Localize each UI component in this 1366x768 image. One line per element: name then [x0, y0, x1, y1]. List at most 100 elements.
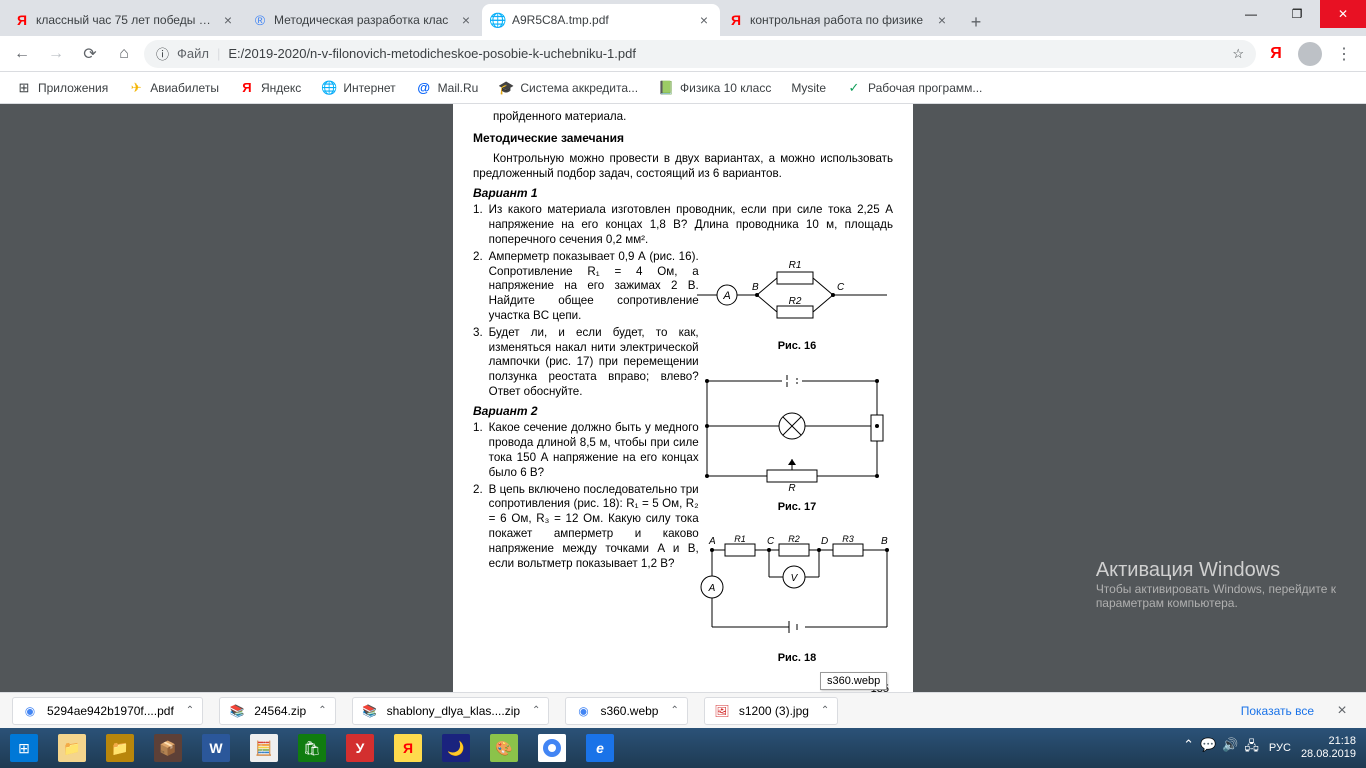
address-bar[interactable]: ⓘ Файл | E:/2019-2020/n-v-filonovich-met… [144, 40, 1256, 68]
action-center-icon[interactable]: 💬 [1200, 737, 1216, 759]
show-all-downloads-button[interactable]: Показать все [1241, 704, 1314, 718]
chevron-up-icon[interactable]: ⌃ [821, 705, 829, 716]
site-info-icon[interactable]: ⓘ [156, 44, 169, 63]
stellarium-icon: 🌙 [442, 734, 470, 762]
download-item[interactable]: 📚24564.zip⌃ [219, 697, 335, 725]
bookmark-fizika[interactable]: 📗Физика 10 класс [650, 76, 779, 100]
taskbar-app[interactable]: 🌙 [432, 728, 480, 768]
tab-4[interactable]: Я контрольная работа по физике × [720, 4, 958, 36]
pdf-viewport[interactable]: пройденного материала. Методические заме… [0, 104, 1366, 700]
taskbar-app[interactable]: У [336, 728, 384, 768]
profile-button[interactable] [1296, 40, 1324, 68]
fig18-label: Рис. 18 [697, 651, 897, 665]
tab-2[interactable]: ® Методическая разработка клас × [244, 4, 482, 36]
volume-icon[interactable]: 🔊 [1222, 737, 1238, 759]
download-item[interactable]: 🖼s1200 (3).jpg⌃ [704, 697, 838, 725]
start-button[interactable]: ⊞ [0, 728, 48, 768]
bookmark-star-icon[interactable]: ☆ [1232, 46, 1244, 62]
taskbar-app[interactable]: 📁 [48, 728, 96, 768]
watermark-title: Активация Windows [1096, 559, 1336, 582]
figure-16: A B R1 R2 C Рис. 16 [697, 260, 897, 353]
close-icon[interactable]: × [934, 12, 950, 28]
taskbar-app[interactable]: 🧮 [240, 728, 288, 768]
tray-icons[interactable]: ⌃ 💬 🔊 🖧 [1183, 737, 1259, 759]
tab-1[interactable]: Я классный час 75 лет победы в в × [6, 4, 244, 36]
forward-button[interactable]: → [42, 40, 70, 68]
bookmark-apps[interactable]: ⊞Приложения [8, 76, 116, 100]
network-icon[interactable]: 🖧 [1244, 737, 1259, 759]
taskbar-app[interactable]: 📦 [144, 728, 192, 768]
tab-3-active[interactable]: 🌐 A9R5C8A.tmp.pdf × [482, 4, 720, 36]
svg-text:B: B [881, 536, 888, 547]
language-indicator[interactable]: РУС [1269, 742, 1291, 754]
apps-icon: ⊞ [16, 80, 32, 96]
bookmark-aviabilety[interactable]: ✈Авиабилеты [120, 76, 227, 100]
close-icon[interactable]: × [458, 12, 474, 28]
system-tray[interactable]: ⌃ 💬 🔊 🖧 РУС 21:18 28.08.2019 [1183, 735, 1366, 761]
ie-icon: e [586, 734, 614, 762]
reload-button[interactable]: ⟳ [76, 40, 104, 68]
bookmark-label: Интернет [343, 81, 395, 95]
download-name: s360.webp [600, 704, 658, 718]
variant1-title: Вариант 1 [473, 186, 893, 201]
fig17-label: Рис. 17 [697, 500, 897, 514]
chevron-up-icon[interactable]: ⌃ [186, 705, 194, 716]
figure-18: A C D B R1 R2 R3 V [697, 532, 897, 665]
bookmark-label: Физика 10 класс [680, 81, 771, 95]
bookmark-akkredit[interactable]: 🎓 Система аккредита... [490, 76, 646, 100]
bookmark-program[interactable]: ✓Рабочая программ... [838, 76, 990, 100]
bookmark-label: Система аккредита... [520, 81, 638, 95]
doc-heading: Методические замечания [473, 131, 893, 146]
tab-title: A9R5C8A.tmp.pdf [512, 13, 690, 27]
chevron-up-icon[interactable]: ⌃ [318, 705, 326, 716]
download-item[interactable]: 📚shablony_dlya_klas....zip⌃ [352, 697, 550, 725]
download-name: s1200 (3).jpg [739, 704, 809, 718]
menu-button[interactable]: ⋮ [1330, 40, 1358, 68]
bookmarks-bar: ⊞Приложения ✈Авиабилеты ЯЯндекс 🌐Интерне… [0, 72, 1366, 104]
close-icon[interactable]: × [220, 12, 236, 28]
taskbar-app[interactable]: 🛍 [288, 728, 336, 768]
clock-time: 21:18 [1301, 735, 1356, 748]
explorer-icon: 📁 [58, 734, 86, 762]
clock[interactable]: 21:18 28.08.2019 [1301, 735, 1356, 761]
bookmark-yandex[interactable]: ЯЯндекс [231, 76, 309, 100]
download-name: 24564.zip [254, 704, 306, 718]
svg-text:C: C [837, 282, 845, 293]
close-shelf-button[interactable]: × [1330, 699, 1354, 723]
tab-strip: Я классный час 75 лет победы в в × ® Мет… [0, 0, 1366, 36]
windows-icon: ⊞ [10, 734, 38, 762]
tray-chevron-icon[interactable]: ⌃ [1183, 737, 1194, 759]
close-window-button[interactable]: ✕ [1320, 0, 1366, 28]
taskbar-app[interactable]: W [192, 728, 240, 768]
download-item[interactable]: ◉5294ae942b1970f....pdf⌃ [12, 697, 203, 725]
bookmark-mailru[interactable]: @Mail.Ru [408, 76, 487, 100]
close-icon[interactable]: × [696, 12, 712, 28]
yandex-extension-icon[interactable]: Я [1262, 40, 1290, 68]
taskbar-app[interactable]: e [576, 728, 624, 768]
bookmark-mysite[interactable]: Mysite [783, 77, 834, 99]
download-item[interactable]: ◉s360.webp⌃ [565, 697, 687, 725]
svg-text:R1: R1 [734, 534, 746, 544]
grad-icon: 🎓 [498, 80, 514, 96]
chevron-up-icon[interactable]: ⌃ [670, 705, 678, 716]
minimize-button[interactable]: — [1228, 0, 1274, 28]
bookmark-label: Mail.Ru [438, 81, 479, 95]
bookmark-label: Авиабилеты [150, 81, 219, 95]
back-button[interactable]: ← [8, 40, 36, 68]
figure-17: R Рис. 17 [697, 371, 897, 514]
svg-text:R1: R1 [789, 260, 802, 271]
taskbar-app[interactable]: 🎨 [480, 728, 528, 768]
new-tab-button[interactable]: + [962, 8, 990, 36]
yandex-icon: Я [239, 80, 255, 96]
chevron-up-icon[interactable]: ⌃ [532, 705, 540, 716]
bookmark-label: Mysite [791, 81, 826, 95]
taskbar-app[interactable]: Я [384, 728, 432, 768]
taskbar-app[interactable]: 📁 [96, 728, 144, 768]
taskbar-app[interactable] [528, 728, 576, 768]
folder-icon: 📁 [106, 734, 134, 762]
maximize-button[interactable]: ❐ [1274, 0, 1320, 28]
home-button[interactable]: ⌂ [110, 40, 138, 68]
tab-favicon-yandex-icon: Я [728, 12, 744, 28]
bookmark-internet[interactable]: 🌐Интернет [313, 76, 403, 100]
svg-text:R2: R2 [789, 296, 802, 307]
